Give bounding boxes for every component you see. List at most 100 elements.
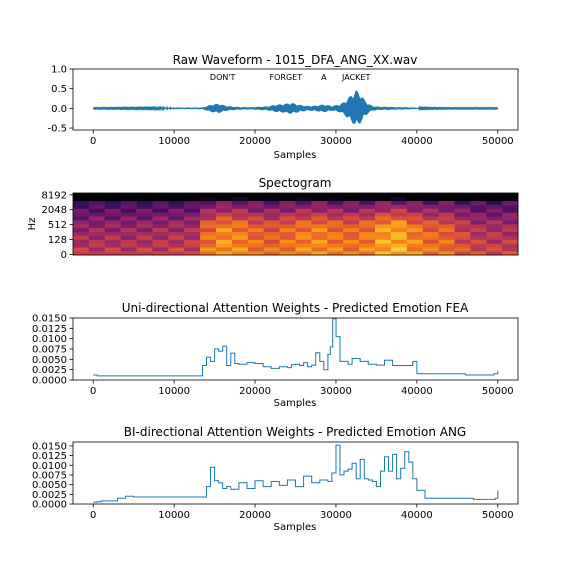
spectrogram-cell: [184, 212, 201, 217]
spectrogram-cell: [390, 231, 408, 236]
spectrogram-cell: [502, 224, 519, 229]
spectrogram-cell: [502, 196, 519, 202]
spectrogram-cell: [104, 239, 121, 244]
spectrogram-cell: [263, 247, 280, 252]
spectrogram-cell: [470, 193, 487, 198]
spectrogram-cell: [343, 224, 360, 229]
uni-attention-xtick-label: 30000: [320, 386, 352, 397]
spectrogram-cell: [263, 212, 280, 217]
spectrogram-cell: [136, 193, 153, 198]
spectrogram-cell: [454, 227, 471, 233]
uni-attention-xtick-label: 50000: [482, 386, 514, 397]
uni-attention-data-point: [307, 366, 308, 367]
spectrogram-cell: [247, 239, 265, 244]
spectrogram-cell: [231, 220, 249, 225]
bi-attention-data-point: [206, 486, 207, 487]
spectrogram-cell: [470, 235, 487, 240]
bi-attention-data-point: [404, 451, 405, 452]
spectrogram-cell: [136, 220, 153, 225]
spectrogram-cell: [73, 235, 90, 240]
spectrogram-cell: [438, 193, 455, 198]
spectrogram-cell: [470, 212, 487, 217]
uni-attention-data-point: [254, 363, 255, 364]
spectrogram-cell: [359, 227, 376, 233]
bi-attention-data-point: [364, 478, 365, 479]
bi-attention-ytick-label: 0.0150: [32, 441, 67, 452]
spectrogram-cell: [216, 204, 233, 209]
spectrogram-cell: [359, 231, 376, 236]
spectrogram-cell: [486, 231, 503, 236]
uni-attention-ytick-label: 0.0125: [32, 324, 67, 335]
spectrogram-cell: [263, 220, 280, 225]
uni-attention-data-point: [210, 361, 211, 362]
bi-attention-data-point: [416, 490, 417, 491]
uni-attention-data-point: [327, 354, 328, 355]
spectrogram-cell: [422, 216, 439, 221]
bi-attention-ytick-label: 0.0025: [32, 490, 67, 501]
spectrogram-cell: [295, 216, 312, 221]
spectrogram-cell: [136, 239, 153, 244]
spectrogram-cell: [390, 239, 408, 244]
spectrogram-cell: [343, 216, 360, 221]
spectrogram-cell: [88, 220, 106, 225]
spectrogram-cell: [406, 224, 423, 229]
uni-attention-data-point: [93, 374, 94, 375]
spectrogram-cell: [374, 193, 392, 198]
spectrogram-cell: [438, 200, 455, 205]
spectrogram-cell: [390, 224, 408, 229]
spectrogram-cell: [406, 220, 423, 225]
uni-attention-ytick-label: 0.0100: [32, 334, 67, 345]
spectrogram-cell: [438, 196, 455, 202]
spectrogram-cell: [438, 212, 455, 217]
bi-attention-data-point: [489, 499, 490, 500]
spectrogram-cell: [104, 251, 121, 256]
spectrogram-cell: [359, 208, 376, 213]
spectrogram-cell: [184, 235, 201, 240]
spectrogram-cell: [454, 231, 471, 236]
spectrogram-cell: [216, 251, 233, 256]
spectrogram-cell: [422, 212, 439, 217]
spectrogram-cell: [343, 235, 360, 240]
spectrogram-cell: [279, 200, 296, 205]
spectrogram-cell: [295, 193, 312, 198]
spectrogram-cell: [311, 239, 328, 244]
spectrogram-cell: [502, 247, 519, 252]
spectrogram-cell: [88, 208, 106, 213]
bi-attention-data-point: [157, 496, 158, 497]
spectrogram-cell: [438, 227, 455, 233]
spectrogram-cell: [279, 204, 296, 209]
spectrogram-cell: [200, 200, 217, 205]
spectrogram-cell: [311, 208, 328, 213]
spectrogram-cell: [454, 224, 471, 229]
spectrogram-cell: [486, 220, 503, 225]
spectrogram-cell: [502, 216, 519, 221]
spectrogram-cell: [343, 204, 360, 209]
spectrogram-cell: [104, 231, 121, 236]
bi-attention-data-point: [343, 470, 344, 471]
bi-attention-data-point: [327, 481, 328, 482]
spectrogram-cell: [263, 204, 280, 209]
waveform-xtick-label: 40000: [401, 136, 433, 147]
spectrogram-cell: [184, 216, 201, 221]
uni-attention-data-point: [279, 366, 280, 367]
spectrogram-cell: [200, 243, 217, 248]
spectrogram-cell: [200, 239, 217, 244]
spectrogram-cell: [216, 224, 233, 229]
bi-attention-data-point: [226, 486, 227, 487]
spectrogram-cell: [327, 239, 344, 244]
uni-attention-data-point: [303, 362, 304, 363]
spectrogram-ytick-label: 8192: [42, 190, 67, 201]
spectrogram-cell: [104, 208, 121, 213]
spectrogram-cell: [327, 224, 344, 229]
uni-attention-data-point: [335, 336, 336, 337]
spectrogram-cell: [200, 220, 217, 225]
spectrogram-cell: [438, 204, 455, 209]
spectrogram-cell: [73, 196, 90, 202]
spectrogram-cell: [73, 239, 90, 244]
spectrogram-cell: [359, 220, 376, 225]
spectrogram-cell: [311, 235, 328, 240]
spectrogram-cell: [422, 193, 439, 198]
spectrogram-cell: [406, 231, 423, 236]
spectrogram-cell: [216, 212, 233, 217]
spectrogram-cell: [231, 231, 249, 236]
